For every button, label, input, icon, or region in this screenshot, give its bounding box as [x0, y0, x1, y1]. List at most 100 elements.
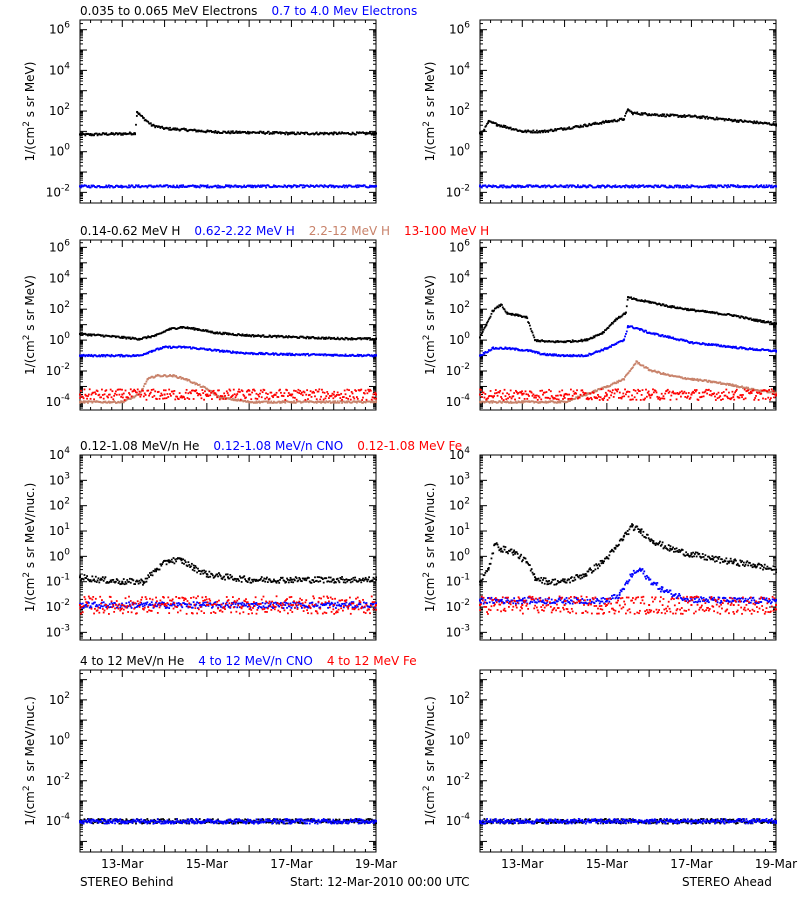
- data-point: [208, 186, 211, 189]
- y-tick-base: 10: [446, 395, 461, 409]
- data-point: [232, 394, 234, 397]
- data-point: [137, 184, 140, 187]
- data-point: [149, 336, 152, 339]
- data-point: [216, 132, 219, 135]
- data-point: [307, 401, 310, 404]
- series-0-14-0-62-mev-h: [479, 296, 777, 344]
- data-point: [345, 400, 348, 403]
- data-point: [173, 128, 176, 131]
- data-point: [114, 133, 116, 136]
- data-point: [578, 126, 581, 129]
- data-point: [514, 348, 516, 351]
- data-point: [261, 132, 264, 134]
- data-point: [498, 186, 501, 188]
- data-point: [340, 132, 343, 135]
- data-point: [165, 397, 168, 400]
- data-point: [737, 315, 740, 318]
- data-point: [614, 318, 617, 321]
- data-point: [761, 320, 764, 322]
- data-point: [711, 380, 714, 383]
- data-point: [750, 387, 753, 390]
- data-point: [624, 114, 626, 117]
- data-point: [516, 184, 519, 187]
- data-point: [583, 339, 585, 342]
- data-point: [479, 132, 481, 135]
- data-point: [752, 122, 755, 125]
- data-point: [648, 113, 651, 116]
- data-point: [494, 392, 496, 395]
- data-point: [502, 124, 505, 127]
- data-point: [632, 113, 634, 116]
- data-point: [714, 380, 717, 383]
- data-point: [267, 335, 270, 338]
- data-point: [90, 184, 93, 187]
- data-point: [91, 185, 94, 188]
- y-tick-base: 10: [449, 63, 464, 77]
- data-point: [684, 376, 687, 379]
- data-point: [631, 184, 633, 187]
- data-point: [290, 132, 293, 135]
- data-point: [607, 327, 610, 329]
- data-point: [652, 185, 654, 188]
- data-point: [89, 333, 92, 336]
- data-point: [301, 186, 304, 189]
- data-point: [479, 336, 481, 339]
- data-point: [479, 400, 481, 403]
- data-point: [767, 348, 770, 351]
- data-point: [670, 306, 673, 309]
- y-axis-label-superscript: 2: [422, 121, 432, 127]
- data-point: [681, 185, 684, 187]
- data-point: [162, 397, 164, 400]
- data-point: [369, 389, 372, 392]
- data-point: [277, 334, 280, 337]
- data-point: [328, 400, 331, 403]
- data-point: [303, 391, 306, 394]
- data-point: [767, 185, 770, 188]
- data-point: [602, 349, 605, 352]
- data-point: [184, 128, 187, 131]
- data-point: [217, 184, 219, 187]
- data-point: [154, 375, 157, 378]
- data-point: [101, 354, 103, 356]
- data-point: [526, 184, 529, 187]
- data-point: [175, 128, 178, 131]
- data-point: [542, 340, 545, 342]
- data-point: [324, 401, 327, 404]
- data-point: [119, 355, 122, 358]
- y-tick-exponent: 4: [464, 269, 470, 279]
- data-point: [258, 132, 260, 134]
- data-point: [300, 184, 303, 187]
- data-point: [191, 389, 194, 392]
- data-point: [743, 347, 746, 349]
- data-point: [501, 186, 504, 189]
- data-point: [375, 185, 377, 188]
- data-point: [355, 396, 358, 398]
- data-point: [638, 361, 640, 364]
- data-point: [298, 392, 301, 394]
- data-point: [183, 398, 186, 400]
- data-point: [234, 131, 237, 134]
- data-point: [83, 401, 86, 404]
- data-point: [107, 185, 109, 188]
- data-point: [641, 113, 644, 116]
- data-point: [635, 360, 638, 363]
- data-point: [666, 335, 669, 338]
- data-point: [363, 392, 366, 395]
- y-tick-label: 100: [49, 331, 70, 347]
- data-point: [101, 388, 103, 391]
- data-point: [166, 393, 169, 395]
- data-point: [314, 389, 317, 391]
- data-point: [288, 352, 291, 355]
- data-point: [369, 337, 371, 339]
- data-point: [684, 116, 687, 118]
- data-point: [282, 186, 285, 188]
- data-point: [103, 335, 106, 338]
- data-point: [638, 327, 640, 330]
- data-point: [618, 316, 621, 319]
- data-point: [192, 184, 195, 187]
- data-point: [101, 355, 104, 358]
- data-point: [648, 300, 651, 303]
- data-point: [145, 398, 148, 401]
- data-point: [332, 133, 335, 136]
